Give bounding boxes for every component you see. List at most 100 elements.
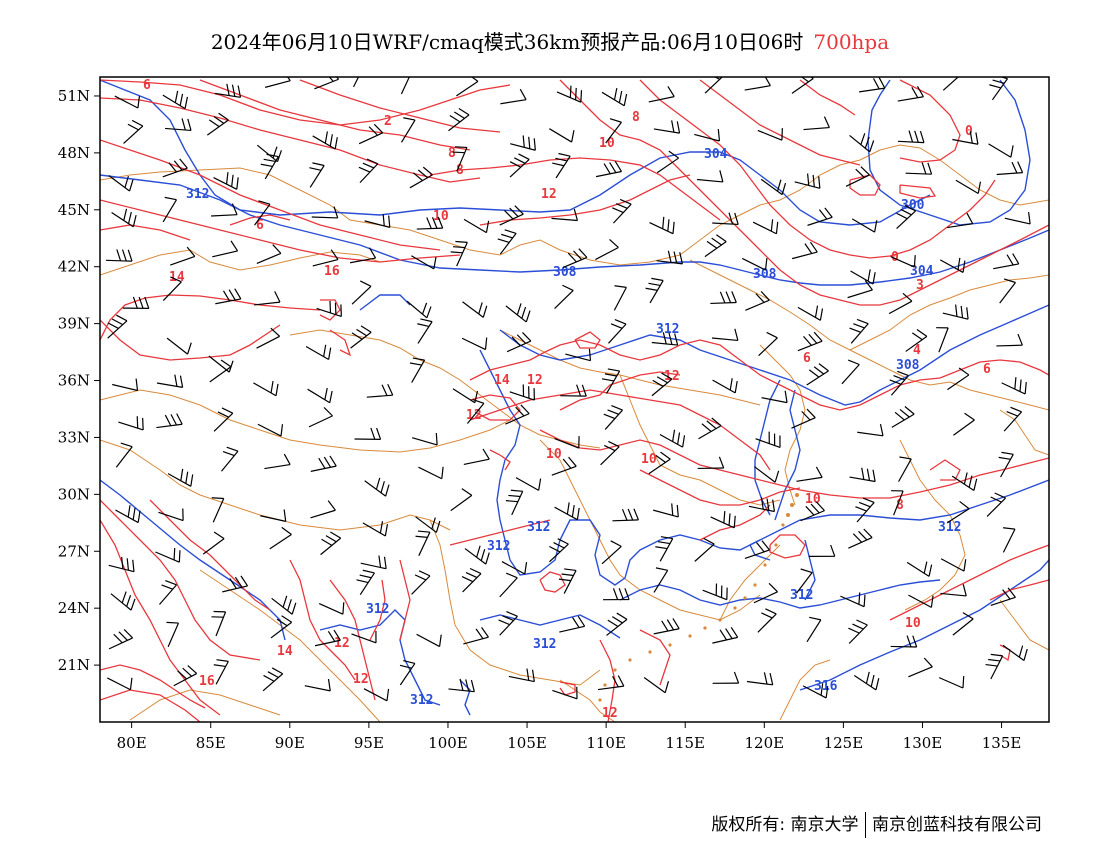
wind-barb — [712, 212, 739, 226]
wind-barb — [411, 570, 431, 595]
wind-barb — [416, 216, 444, 230]
wind-barb — [362, 521, 389, 537]
svg-text:312: 312 — [410, 693, 433, 708]
svg-text:10: 10 — [433, 209, 449, 224]
wind-barb — [897, 86, 924, 102]
wind-barb — [106, 249, 133, 262]
svg-text:10: 10 — [641, 452, 657, 467]
wind-barb — [795, 568, 813, 594]
wind-barb — [565, 348, 592, 362]
wind-barb — [312, 249, 339, 267]
x-tick-label: 115E — [665, 734, 705, 752]
wind-barb — [694, 537, 715, 562]
x-axis: 80E 85E 90E 95E 100E 105E 110E 115E 120E 125E 130E… — [117, 722, 1021, 752]
wind-barb — [312, 131, 338, 150]
wind-barb — [166, 337, 192, 355]
wind-barb — [463, 218, 490, 234]
wind-barb — [254, 291, 281, 306]
wind-barb — [656, 150, 679, 174]
x-tick-label: 105E — [507, 734, 547, 752]
svg-text:12: 12 — [353, 672, 369, 687]
wind-barb — [417, 318, 433, 344]
wind-barb — [704, 234, 727, 258]
wind-barb — [162, 90, 189, 110]
wind-barb — [411, 255, 437, 270]
wind-barb — [400, 77, 410, 95]
svg-text:2: 2 — [384, 114, 392, 129]
wind-barb — [952, 612, 974, 636]
wind-barb — [108, 174, 134, 192]
wind-barb — [952, 131, 979, 145]
wind-barb — [508, 668, 535, 683]
wind-barb — [108, 629, 134, 650]
y-axis: 51N 48N 45N 42N 39N 36N 33N 30N 27N 24N 21N — [58, 87, 100, 674]
svg-text:316: 316 — [814, 679, 838, 694]
wind-barb — [551, 208, 579, 222]
wind-barb — [173, 665, 198, 687]
y-tick-label: 27N — [58, 542, 90, 560]
wind-barb — [308, 406, 333, 428]
wind-barb — [304, 678, 331, 692]
wind-barb — [613, 285, 627, 311]
wind-barb — [554, 284, 574, 310]
wind-barb — [608, 318, 627, 344]
wind-barb — [643, 677, 670, 694]
wind-barb — [351, 280, 372, 305]
svg-text:312: 312 — [790, 588, 813, 603]
wind-barb — [807, 207, 833, 226]
svg-text:312: 312 — [656, 322, 679, 337]
wind-barb — [891, 490, 904, 516]
wind-barb — [310, 455, 337, 472]
wind-barb — [754, 466, 780, 483]
wind-barb — [256, 327, 281, 349]
wind-barb — [857, 423, 884, 437]
wind-barb — [462, 301, 488, 318]
wind-barb — [363, 688, 390, 702]
svg-text:8: 8 — [456, 163, 464, 178]
wind-barb — [213, 172, 239, 190]
svg-text:12: 12 — [664, 369, 680, 384]
wind-barb — [156, 374, 184, 388]
wind-barb — [349, 247, 377, 264]
wind-barb — [155, 547, 181, 563]
wind-barb — [211, 497, 225, 523]
wind-barb — [603, 405, 623, 430]
wind-barb — [1003, 406, 1023, 432]
wind-barb — [940, 584, 967, 597]
svg-text:308: 308 — [896, 358, 920, 373]
wind-barb — [307, 387, 333, 404]
wind-barb — [794, 173, 821, 189]
wind-barb — [556, 85, 583, 103]
wind-barb — [448, 678, 475, 693]
wind-barb — [107, 677, 133, 691]
wind-barb — [314, 629, 341, 647]
wind-barb — [605, 118, 622, 144]
wind-barb — [314, 77, 340, 90]
wind-barb — [597, 675, 625, 691]
wind-barb — [889, 370, 909, 396]
wind-barb — [1001, 377, 1027, 395]
wind-barb — [501, 561, 528, 575]
wind-barb — [269, 526, 292, 550]
wind-barb — [849, 133, 875, 153]
wind-barb — [559, 615, 586, 633]
wind-barb — [552, 152, 571, 179]
chart-title: 2024年06月10日WRF/cmaq模式36km预报产品:06月10日06时 7… — [0, 26, 1100, 55]
svg-text:10: 10 — [546, 447, 562, 462]
wind-barb — [806, 616, 822, 643]
wind-barb — [260, 509, 287, 522]
wind-barb — [840, 592, 866, 608]
wind-barb — [506, 332, 532, 353]
y-tick-label: 51N — [58, 87, 90, 105]
y-tick-label: 30N — [58, 485, 90, 503]
wind-barb — [946, 500, 970, 524]
wind-barb — [118, 416, 144, 431]
svg-text:312: 312 — [527, 520, 550, 535]
wind-barb — [595, 160, 623, 178]
wind-barb — [612, 198, 632, 224]
wind-barb — [206, 112, 229, 136]
wind-barb — [1002, 644, 1028, 662]
wind-barb — [260, 153, 279, 180]
wind-barb — [986, 492, 1007, 517]
wind-barb — [450, 488, 473, 512]
